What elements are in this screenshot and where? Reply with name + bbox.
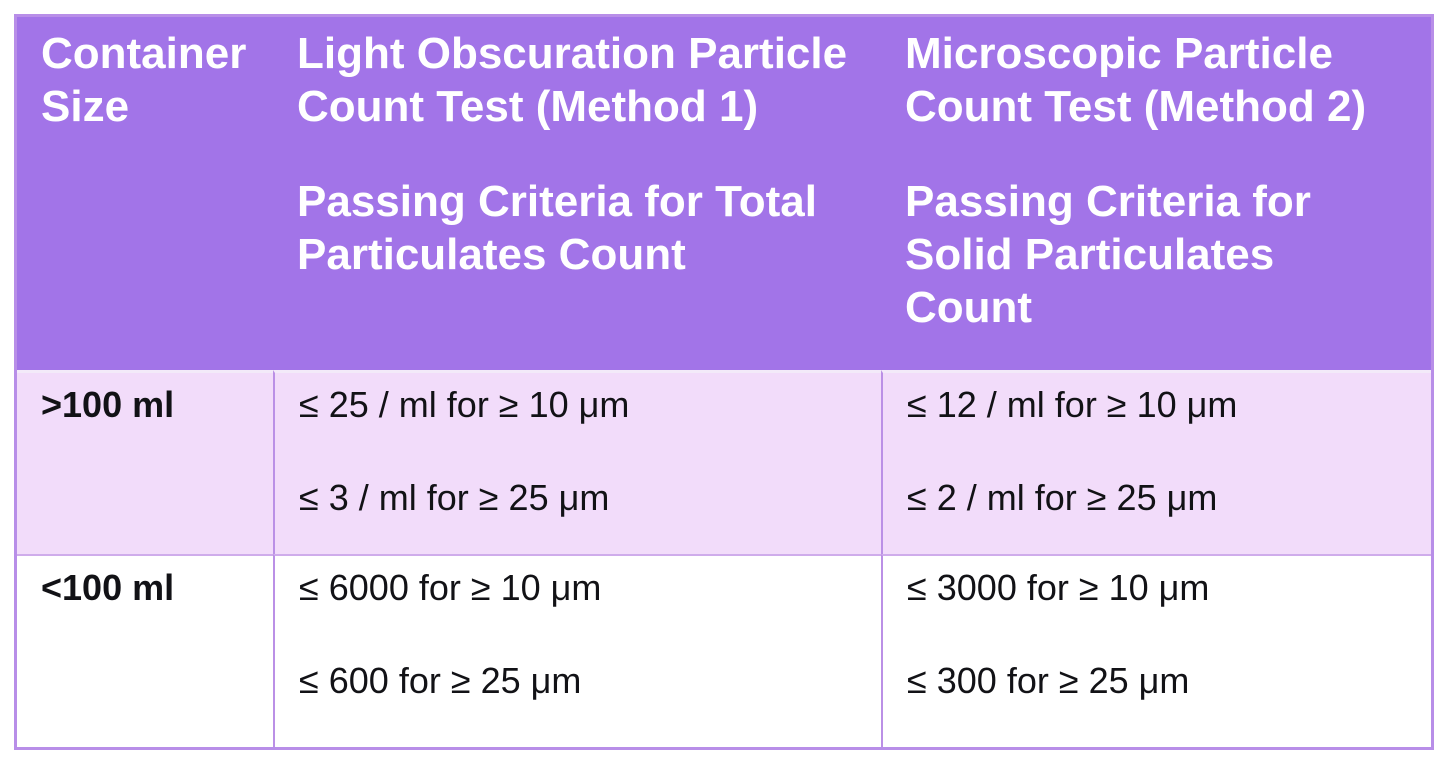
header-line: Count: [905, 283, 1033, 332]
row1-method1-cell: ≤ 25 / ml for ≥ 10 μm ≤ 3 / ml for ≥ 25 …: [273, 370, 881, 554]
header-line: Count Test (Method 1): [297, 82, 759, 131]
container-size-value: >100 ml: [41, 384, 175, 425]
row1-method2-cell: ≤ 12 / ml for ≥ 10 μm ≤ 2 / ml for ≥ 25 …: [881, 370, 1431, 554]
method1-passing-criteria: Passing Criteria for Total Particulates …: [297, 175, 871, 281]
container-size-value: <100 ml: [41, 567, 175, 608]
header-line: Light Obscuration Particle: [297, 29, 848, 78]
criterion: ≤ 6000 for ≥ 10 μm: [299, 567, 602, 608]
header-cell-method2: Microscopic Particle Count Test (Method …: [881, 17, 1431, 370]
header-line: Size: [41, 82, 130, 131]
header-cell-container-size: Container Size: [17, 17, 273, 370]
row2-method1-cell: ≤ 6000 for ≥ 10 μm ≤ 600 for ≥ 25 μm: [273, 554, 881, 747]
header-line: Container: [41, 29, 247, 78]
criterion: ≤ 600 for ≥ 25 μm: [299, 660, 582, 701]
header-line: Count Test (Method 2): [905, 82, 1367, 131]
criterion: ≤ 3 / ml for ≥ 25 μm: [299, 477, 610, 518]
particle-count-criteria-table: Container Size Light Obscuration Particl…: [14, 14, 1434, 750]
row2-method2-cell: ≤ 3000 for ≥ 10 μm ≤ 300 for ≥ 25 μm: [881, 554, 1431, 747]
criterion: ≤ 12 / ml for ≥ 10 μm: [907, 384, 1238, 425]
method1-title: Light Obscuration Particle Count Test (M…: [297, 27, 871, 133]
header-cell-method1: Light Obscuration Particle Count Test (M…: [273, 17, 881, 370]
header-line: Passing Criteria for Total: [297, 177, 817, 226]
header-line: Particulates Count: [297, 230, 686, 279]
header-line: Solid Particulates: [905, 230, 1275, 279]
method2-passing-criteria: Passing Criteria for Solid Particulates …: [905, 175, 1421, 334]
method2-title: Microscopic Particle Count Test (Method …: [905, 27, 1421, 133]
header-line: Microscopic Particle: [905, 29, 1333, 78]
criterion: ≤ 2 / ml for ≥ 25 μm: [907, 477, 1218, 518]
row2-container-size-cell: <100 ml: [17, 554, 273, 747]
criterion: ≤ 3000 for ≥ 10 μm: [907, 567, 1210, 608]
criterion: ≤ 300 for ≥ 25 μm: [907, 660, 1190, 701]
header-line: Passing Criteria for: [905, 177, 1311, 226]
row1-container-size-cell: >100 ml: [17, 370, 273, 554]
criterion: ≤ 25 / ml for ≥ 10 μm: [299, 384, 630, 425]
